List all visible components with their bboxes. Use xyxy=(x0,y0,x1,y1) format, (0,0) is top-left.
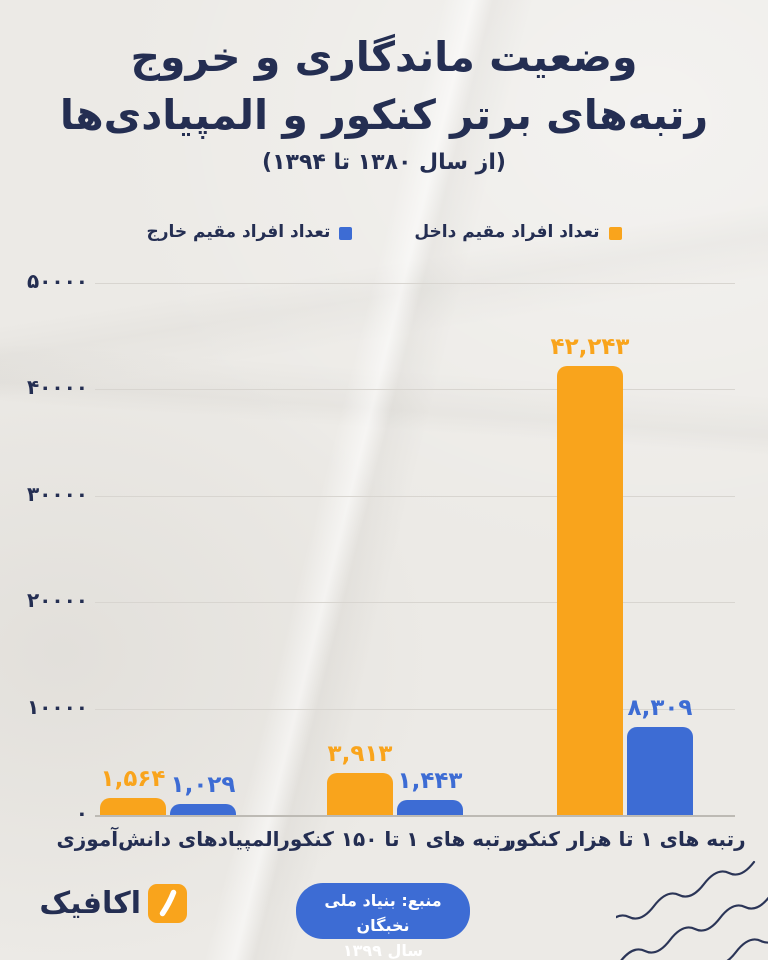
bar-abroad xyxy=(397,799,463,815)
bar-domestic xyxy=(327,773,393,815)
category-label: رتبه های ۱ تا ۱۵۰ کنکور xyxy=(278,827,512,851)
y-tick-label: ۴۰۰۰۰ xyxy=(26,375,88,400)
value-label: ۴۲,۲۴۳ xyxy=(550,333,630,360)
legend: تعداد افراد مقیم داخل تعداد افراد مقیم خ… xyxy=(0,222,768,242)
comma-icon xyxy=(148,884,187,923)
legend-swatch-domestic-icon xyxy=(608,227,622,240)
source-badge: منبع: بنیاد ملی نخبگان سال ۱۳۹۹ xyxy=(296,883,470,960)
source-line1: منبع: بنیاد ملی نخبگان xyxy=(324,891,442,935)
bar-domestic xyxy=(557,365,623,815)
title-block: وضعیت ماندگاری و خروج رتبه‌های برتر کنکو… xyxy=(0,28,768,175)
y-tick-label: ۰ xyxy=(75,801,88,825)
page-title-line1: وضعیت ماندگاری و خروج xyxy=(130,33,638,81)
legend-swatch-abroad-icon xyxy=(339,227,353,240)
legend-label-abroad: تعداد افراد مقیم خارج xyxy=(146,222,331,242)
category-label: المپیادهای دانش‌آموزی xyxy=(56,827,280,851)
y-tick-label: ۵۰۰۰۰ xyxy=(26,269,88,293)
y-tick-label: ۱۰۰۰۰ xyxy=(26,694,88,719)
wavy-lines-decoration xyxy=(616,860,768,960)
logo-text: اکافیک xyxy=(39,885,141,921)
y-tick-label: ۳۰۰۰۰ xyxy=(26,481,88,506)
value-label: ۳,۹۱۳ xyxy=(327,741,393,768)
gridline xyxy=(95,602,735,604)
value-label: ۸,۳۰۹ xyxy=(627,694,693,721)
bar-abroad xyxy=(627,726,693,815)
value-label: ۱,۵۶۴ xyxy=(100,766,166,793)
bar-domestic xyxy=(100,798,166,815)
gridline xyxy=(95,815,735,817)
logo: اکافیک xyxy=(39,884,187,923)
source-line2: سال ۱۳۹۹ xyxy=(342,940,424,960)
gridline xyxy=(95,708,735,710)
category-label: رتبه های ۱ تا هزار کنکور xyxy=(504,827,746,851)
page-title-line2: رتبه‌های برتر کنکور و المپیادی‌ها xyxy=(59,91,709,140)
gridline xyxy=(95,495,735,497)
gridline xyxy=(95,283,735,284)
gridline xyxy=(95,389,735,391)
bar-abroad xyxy=(170,804,236,815)
legend-label-domestic: تعداد افراد مقیم داخل xyxy=(414,222,600,242)
page-subtitle: (از سال ۱۳۸۰ تا ۱۳۹۴) xyxy=(262,150,506,176)
y-tick-label: ۲۰۰۰۰ xyxy=(26,588,88,613)
value-label: ۱,۰۲۹ xyxy=(170,772,236,799)
value-label: ۱,۴۴۳ xyxy=(397,767,463,794)
legend-item-abroad: تعداد افراد مقیم خارج xyxy=(146,222,353,242)
legend-item-domestic: تعداد افراد مقیم داخل xyxy=(414,222,622,242)
